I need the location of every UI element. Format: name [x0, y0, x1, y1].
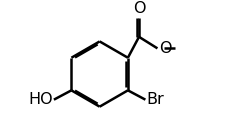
- Text: O: O: [159, 41, 171, 56]
- Text: HO: HO: [28, 92, 53, 107]
- Text: O: O: [132, 1, 145, 16]
- Text: Br: Br: [146, 92, 164, 107]
